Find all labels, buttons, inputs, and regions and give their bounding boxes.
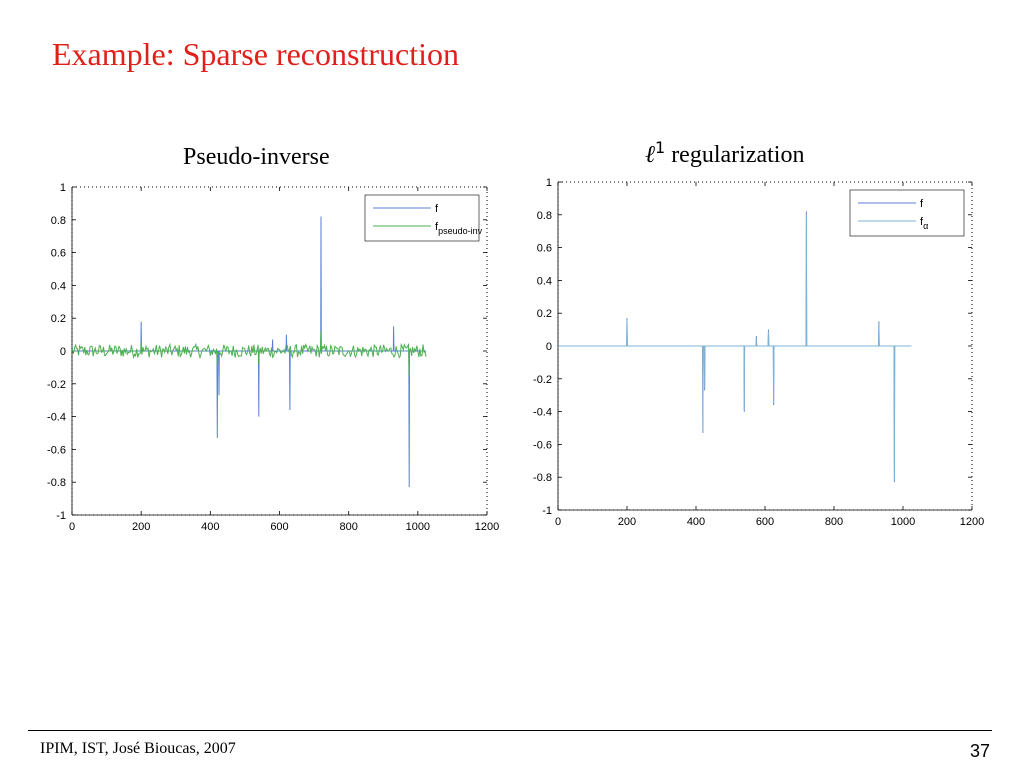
y-tick-label: -0.2: [47, 379, 66, 391]
x-tick-label: 600: [270, 521, 288, 533]
footer-divider: [28, 730, 992, 731]
footer-text: IPIM, IST, José Bioucas, 2007: [40, 740, 236, 757]
page-number: 37: [969, 741, 990, 761]
y-tick-label: 0.8: [537, 210, 552, 222]
y-tick-label: -1: [542, 505, 552, 517]
superscript-one: 1: [655, 138, 666, 157]
legend-label: f: [920, 198, 924, 210]
x-tick-label: 1200: [475, 521, 499, 533]
x-tick-label: 800: [825, 516, 843, 528]
chart-title-pseudo-inverse: Pseudo-inverse: [183, 144, 330, 170]
chart-title-l1-regularization: ℓ1 regularization: [645, 138, 804, 169]
x-tick-label: 0: [555, 516, 561, 528]
y-tick-label: 0.6: [537, 243, 552, 255]
y-tick-label: -0.4: [533, 407, 552, 419]
y-tick-label: -0.2: [533, 374, 552, 386]
x-tick-label: 600: [756, 516, 774, 528]
y-tick-label: 0: [60, 346, 66, 358]
x-tick-label: 1000: [406, 521, 430, 533]
x-tick-label: 800: [339, 521, 357, 533]
legend-label: fα: [920, 216, 928, 231]
x-tick-label: 200: [618, 516, 636, 528]
legend-label: fpseudo-inv: [435, 221, 483, 236]
y-tick-label: 0: [546, 341, 552, 353]
y-tick-label: 0.8: [51, 215, 66, 227]
x-tick-label: 1000: [891, 516, 915, 528]
y-tick-label: -1: [56, 510, 66, 522]
y-tick-label: 0.4: [537, 275, 552, 287]
x-tick-label: 400: [687, 516, 705, 528]
series-line-f: [72, 216, 427, 488]
series-line-estimate: [71, 331, 427, 376]
y-tick-label: 0.4: [51, 280, 66, 292]
y-tick-label: 0.2: [537, 308, 552, 320]
chart-l1-regularization: -1 -0.8 -0.6 -0.4 -0.2 0 0.2 0.4 0.6 0.8 1 0 200 400 6…: [533, 177, 984, 528]
title-text: regularization: [665, 142, 805, 168]
series-line-estimate: [558, 213, 912, 481]
y-tick-label: 0.2: [51, 313, 66, 325]
legend-box: [364, 194, 480, 242]
chart-pseudo-inverse: -1 -0.8 -0.6 -0.4 -0.2 0 0.2 0.4 0.6 0.8 1 0 200 400 6…: [47, 182, 499, 533]
x-tick-label: 0: [69, 521, 75, 533]
legend-box: [849, 189, 965, 237]
y-tick-label: -0.6: [47, 444, 66, 456]
series-line-f: [558, 211, 912, 483]
x-tick-label: 1200: [960, 516, 984, 528]
x-tick-label: 400: [201, 521, 219, 533]
y-tick-label: -0.8: [47, 477, 66, 489]
y-tick-label: -0.4: [47, 412, 66, 424]
x-tick-label: 200: [132, 521, 150, 533]
y-tick-label: 1: [546, 177, 552, 189]
y-tick-label: -0.6: [533, 439, 552, 451]
legend-label: f: [435, 203, 439, 215]
y-tick-label: 1: [60, 182, 66, 194]
y-tick-label: 0.6: [51, 248, 66, 260]
ell-symbol: ℓ: [645, 140, 655, 168]
slide-title: Example: Sparse reconstruction: [52, 36, 459, 72]
y-tick-label: -0.8: [533, 472, 552, 484]
